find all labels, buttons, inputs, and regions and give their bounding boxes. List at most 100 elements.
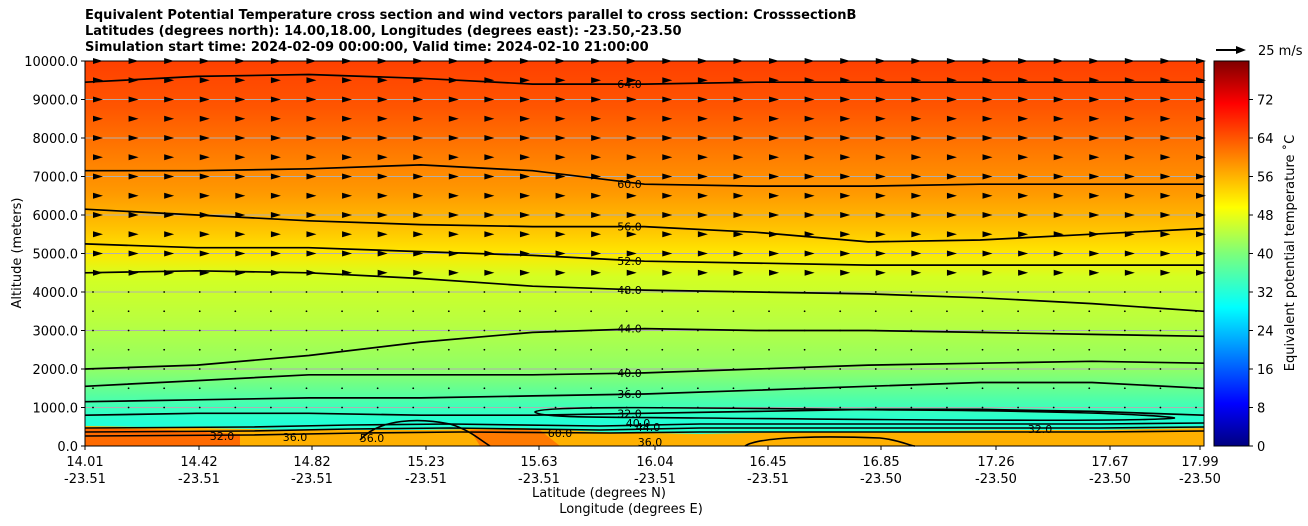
wind-dot [910,348,913,351]
wind-dot [554,310,557,313]
wind-arrow [840,115,851,122]
wind-arrow [1160,154,1171,161]
wind-dot [234,406,237,409]
wind-dot [1195,291,1197,293]
wind-dot [376,406,379,409]
wind-arrow [270,231,281,238]
wind-arrow [484,135,495,141]
wind-arrow [484,115,495,122]
wind-arrow [769,135,780,141]
wind-dot [946,291,948,293]
wind-dot [127,348,130,351]
y-tick-label: 6000.0 [33,209,79,224]
wind-arrow [413,135,424,141]
wind-dot [198,348,201,351]
wind-arrow [911,115,922,122]
wind-arrow [164,154,175,161]
wind-arrow [626,173,637,180]
contour-label: 64.0 [617,78,642,91]
wind-dot [1195,348,1197,351]
wind-arrow [270,173,281,180]
contour-label-surface: 56.0 [360,432,385,445]
wind-arrow [1053,115,1064,122]
x-tick-label-lon: -23.51 [64,472,106,487]
wind-arrow [840,154,851,161]
x-axis-label-latitude: Latitude (degrees N) [532,486,666,501]
wind-dot [839,291,842,293]
wind-dot [1195,368,1197,370]
wind-dot [234,368,237,370]
wind-arrow [448,154,459,161]
wind-arrow [733,212,744,218]
wind-arrow [448,212,459,218]
wind-dot [412,291,415,293]
wind-dot [483,348,486,351]
wind-arrow [484,212,495,218]
wind-arrow [413,231,424,238]
wind-arrow [733,154,744,161]
contour-label: 52.0 [617,255,642,268]
wind-arrow [946,154,957,161]
wind-dot [803,348,806,351]
wind-arrow [1018,135,1029,141]
wind-arrow [591,154,602,161]
wind-arrow [804,173,815,180]
wind-arrow [804,250,815,257]
wind-dot [1159,387,1162,390]
colorbar-tick-label: 24 [1257,325,1274,340]
wind-dot [234,291,237,293]
wind-arrow [413,269,424,276]
wind-arrow [235,231,246,238]
wind-dot [661,329,664,332]
wind-arrow [1053,154,1064,161]
wind-arrow [875,154,886,161]
wind-arrow [662,269,673,276]
wind-arrow [911,96,922,103]
wind-dot [447,368,450,370]
wind-dot [696,387,699,390]
wind-arrow [1089,154,1100,161]
wind-arrow [555,115,566,122]
wind-dot [768,348,770,351]
wind-arrow [946,173,957,180]
wind-dot [839,348,842,351]
wind-dot [270,368,272,370]
wind-arrow [875,96,886,103]
wind-arrow [128,135,139,141]
wind-dot [803,406,806,409]
wind-arrow [484,231,495,238]
wind-dot [376,387,379,390]
wind-arrow [911,269,922,276]
wind-arrow [484,154,495,161]
colorbar-tick-label: 56 [1257,171,1274,186]
wind-dot [234,348,237,351]
wind-dot [661,387,664,390]
wind-dot [341,291,343,293]
wind-dot [305,329,308,332]
x-tick-label-lat: 14.01 [66,455,103,470]
wind-arrow [1018,96,1029,103]
colorbar-ticks: 0 8 16 24 32 40 48 56 64 72 [1249,94,1274,455]
wind-dot [341,406,343,409]
wind-dot [198,329,201,332]
x-tick-label-lat: 16.04 [636,455,673,470]
wind-arrow [377,231,388,238]
wind-dot [447,387,450,390]
wind-arrow [377,135,388,141]
wind-arrow [1124,269,1135,276]
wind-arrow [413,154,424,161]
wind-arrow [306,192,317,199]
wind-arrow [164,115,175,122]
wind-arrow [1196,135,1206,141]
wind-dot [163,348,166,351]
wind-dot [1159,310,1162,313]
wind-dot [981,310,984,313]
wind-arrow [555,77,566,84]
wind-arrow [199,231,210,238]
wind-arrow [591,135,602,141]
vector-key-label: 25 m/s [1258,44,1303,59]
wind-arrow [342,77,353,84]
wind-arrow [1089,135,1100,141]
contour-line [85,164,1204,187]
wind-arrow [342,212,353,218]
